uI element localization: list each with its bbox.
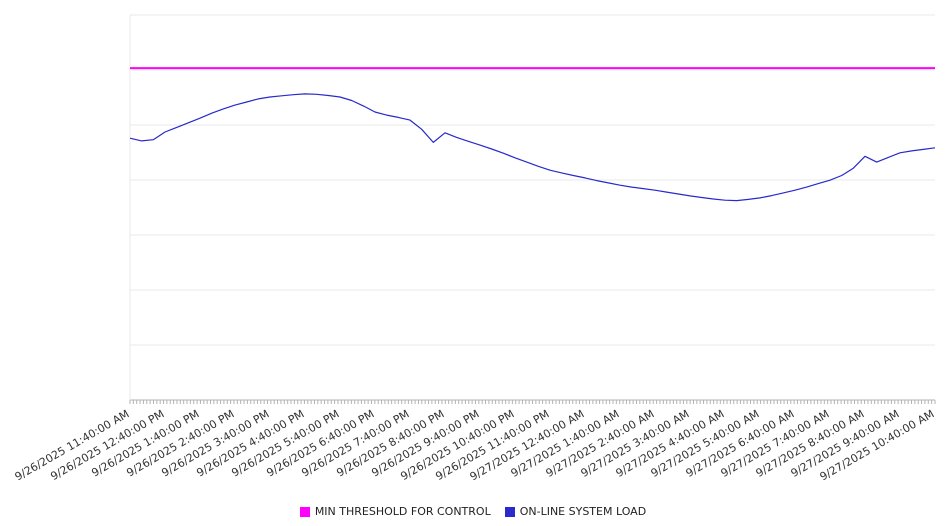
- threshold-swatch-icon: [299, 506, 310, 517]
- legend-item-threshold: MIN THRESHOLD FOR CONTROL: [299, 505, 491, 518]
- load-swatch-icon: [504, 506, 515, 517]
- legend-label-threshold: MIN THRESHOLD FOR CONTROL: [314, 505, 491, 518]
- legend: MIN THRESHOLD FOR CONTROL ON-LINE SYSTEM…: [0, 505, 946, 518]
- legend-label-load: ON-LINE SYSTEM LOAD: [519, 505, 647, 518]
- legend-item-load: ON-LINE SYSTEM LOAD: [504, 505, 647, 518]
- online-system-load-line: [129, 93, 936, 202]
- chart-plot-area: 9/26/2025 11:40:00 AM9/26/2025 12:40:00 …: [13, 14, 937, 484]
